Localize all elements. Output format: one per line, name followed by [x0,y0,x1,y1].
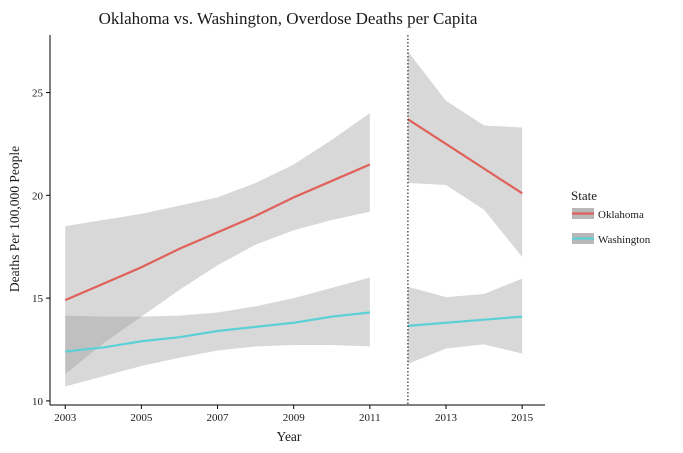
legend: State Oklahoma Washington [571,188,651,246]
y-axis-title: Deaths Per 100,000 People [7,146,22,292]
y-tick-label: 20 [32,190,44,202]
x-tick-label: 2013 [435,412,458,424]
legend-label-oklahoma: Oklahoma [598,209,644,221]
legend-title: State [571,188,597,203]
confidence-bands [65,51,523,387]
chart-title: Oklahoma vs. Washington, Overdose Deaths… [99,9,478,28]
y-tick-label: 10 [32,396,44,408]
y-tick-label: 25 [32,88,44,100]
line-oklahoma-1 [64,163,371,302]
band-oklahoma-2 [407,51,523,257]
axes [49,35,545,406]
line-washington-1 [65,311,370,353]
legend-label-washington: Washington [598,234,651,246]
x-tick-label: 2007 [207,412,230,424]
x-tick-label: 2005 [130,412,153,424]
x-tick-label: 2009 [283,412,306,424]
x-axis-title: Year [277,429,302,444]
y-ticks: 10 15 20 25 [32,88,50,408]
series-lines [64,118,523,353]
x-tick-label: 2011 [359,412,381,424]
line-washington-2 [407,315,523,327]
x-tick-label: 2015 [511,412,534,424]
x-tick-label: 2003 [54,412,77,424]
line-oklahoma-2 [407,118,523,195]
y-tick-label: 15 [32,293,44,305]
band-oklahoma-1 [65,113,370,375]
x-ticks: 2003 2005 2007 2009 2011 2013 2015 [54,405,534,424]
